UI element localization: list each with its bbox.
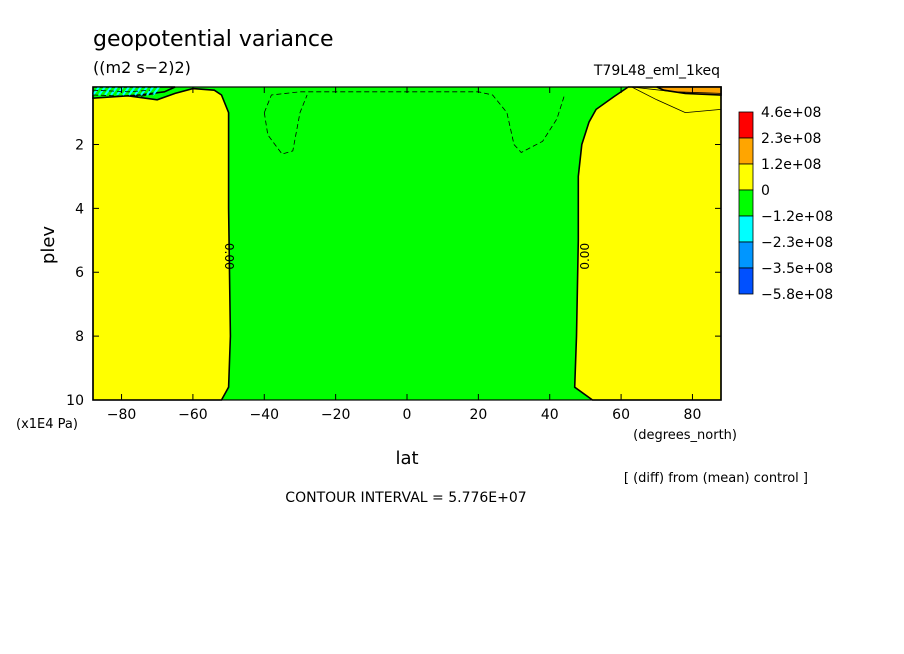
solid-contour-1	[631, 86, 722, 94]
hatch-stroke	[146, 86, 154, 96]
hatch-stroke	[104, 86, 112, 96]
legend-swatch	[738, 241, 754, 269]
chart-units: ((m2 s−2)2)	[93, 58, 191, 77]
x-tick-label: −40	[249, 407, 279, 423]
diff-note: [ (diff) from (mean) control ]	[624, 471, 808, 486]
y-tick-label: 2	[75, 137, 84, 153]
y-tick-label: 8	[75, 329, 84, 345]
hatch-stroke	[110, 86, 118, 96]
legend-swatch	[738, 137, 754, 165]
x-tick-label: −20	[321, 407, 351, 423]
dashed-contour-3	[92, 93, 158, 98]
legend-label: 0	[761, 183, 770, 199]
solid-contour-0	[631, 86, 722, 114]
dashed-contour-1	[263, 94, 308, 155]
legend-swatch	[738, 163, 754, 191]
legend-swatch	[738, 267, 754, 295]
hatch-stroke	[122, 86, 130, 96]
hatch-stroke	[128, 86, 136, 96]
legend-swatch	[738, 189, 754, 217]
chart-title: geopotential variance	[93, 27, 334, 52]
x-tick-label: −60	[178, 407, 208, 423]
legend-label: 1.2e+08	[761, 157, 821, 173]
hatch-stroke	[92, 86, 100, 96]
color-legend: 4.6e+08 2.3e+08 1.2e+08 0 −1.2e+08 −2.3e+08 −3…	[738, 105, 833, 303]
region-northern-positive	[573, 86, 722, 401]
y-axis-units: (x1E4 Pa)	[16, 417, 78, 432]
dashed-contour-2	[92, 89, 151, 93]
x-tick-label: −80	[107, 407, 137, 423]
legend-label: 2.3e+08	[761, 131, 821, 147]
legend-label: −2.3e+08	[761, 235, 833, 251]
x-tick-label: 60	[612, 407, 630, 423]
x-axis-label: lat	[395, 448, 418, 469]
hatch-stroke	[152, 86, 160, 96]
legend-label: −5.8e+08	[761, 287, 833, 303]
contour-label-1: 0.00	[578, 243, 592, 270]
dashed-contour-0	[263, 91, 565, 153]
y-tick-label: 6	[75, 265, 84, 281]
plot-area: 0.00 0.00 −80 −60 −40 −20 0 20 40 60 80 2 4 6 8 10	[66, 86, 722, 423]
legend-label: 4.6e+08	[761, 105, 821, 121]
x-axis-units: (degrees_north)	[633, 428, 737, 443]
y-tick-label: 4	[75, 201, 84, 217]
contour-label-0: 0.00	[222, 243, 236, 270]
x-tick-label: 0	[403, 407, 412, 423]
legend-label: −1.2e+08	[761, 209, 833, 225]
legend-swatch	[738, 111, 754, 139]
hatch-stroke	[134, 86, 142, 96]
y-axis-label: plev	[38, 226, 59, 265]
legend-label: −3.5e+08	[761, 261, 833, 277]
x-tick-label: 40	[541, 407, 559, 423]
x-tick-label: 20	[469, 407, 487, 423]
contour-interval: CONTOUR INTERVAL = 5.776E+07	[285, 490, 526, 506]
x-tick-label: 80	[684, 407, 702, 423]
legend-swatch	[738, 215, 754, 243]
run-label: T79L48_eml_1keq	[593, 63, 720, 79]
y-tick-label: 10	[66, 393, 84, 409]
region-southern-positive	[92, 87, 232, 401]
